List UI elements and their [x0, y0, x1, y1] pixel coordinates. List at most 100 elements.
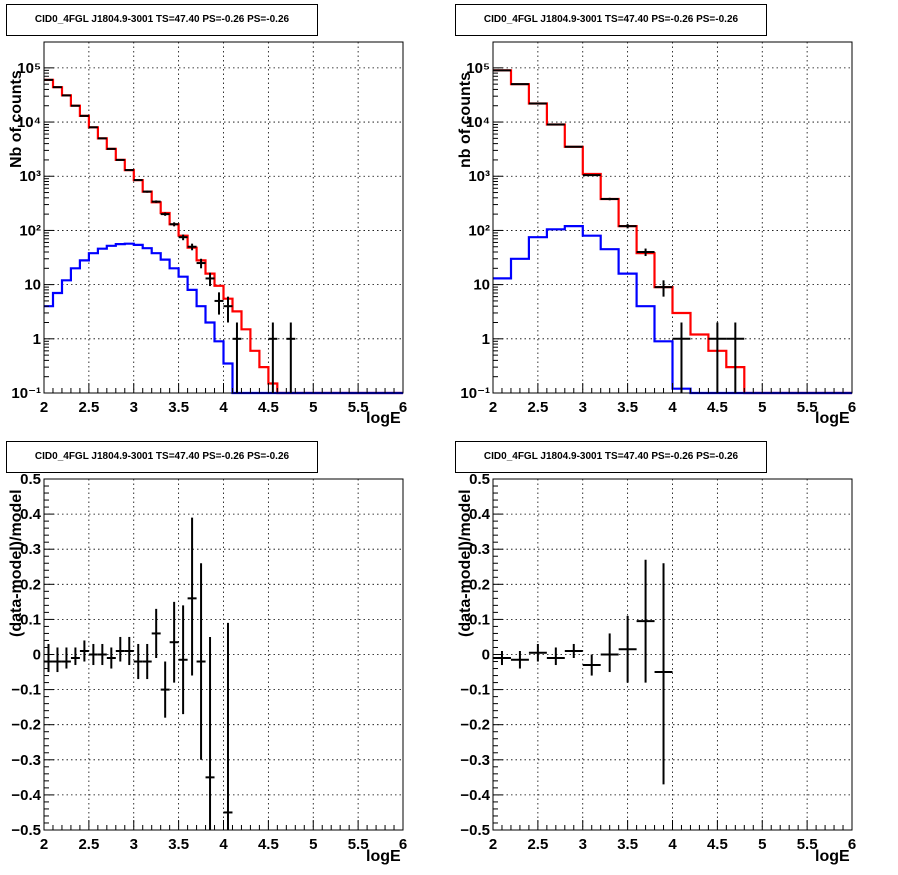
data-point	[79, 640, 89, 662]
spectrum-panel-top-right: CID0_4FGL J1804.9-3001 TS=47.40 PS=-0.26…	[449, 0, 898, 437]
x-tick-label: 6	[399, 836, 407, 853]
x-axis-label: logE	[366, 848, 401, 865]
data-point	[160, 661, 170, 718]
spectrum-panel-top-left: CID0_4FGL J1804.9-3001 TS=47.40 PS=-0.26…	[0, 0, 449, 437]
x-tick-label: 5.5	[348, 836, 369, 853]
plot-area: 2 2.5 3 3.5 4 4.5 5 5.5 6 −0.5 −0.4 −0.3 −0.2 −0.1 0 0.…	[11, 471, 407, 853]
x-tick-label: 2.5	[527, 836, 548, 853]
data-point	[600, 197, 619, 201]
data-point	[178, 605, 188, 715]
panel-title: CID0_4FGL J1804.9-3001 TS=47.40 PS=-0.26…	[6, 441, 318, 473]
data-point	[160, 212, 170, 216]
y-tick-label: −0.4	[11, 787, 41, 804]
y-tick-label: 10⁵	[466, 60, 490, 77]
x-tick-label: 5	[309, 836, 317, 853]
y-tick-label: 1	[33, 331, 41, 348]
panel-title: CID0_4FGL J1804.9-3001 TS=47.40 PS=-0.26…	[6, 4, 318, 36]
data-point	[564, 145, 583, 148]
data-point	[582, 654, 601, 676]
data-point	[726, 322, 745, 393]
residual-panel-bottom-right: CID0_4FGL J1804.9-3001 TS=47.40 PS=-0.26…	[449, 437, 898, 875]
y-tick-label: −0.1	[11, 682, 41, 699]
y-tick-label: 0.4	[469, 506, 491, 523]
y-tick-label: 0.5	[469, 471, 490, 488]
x-tick-label: 4.5	[707, 399, 728, 416]
data-point	[142, 643, 152, 680]
data-point	[196, 563, 206, 760]
y-tick-label: 10⁴	[466, 114, 490, 131]
y-tick-label: −0.3	[460, 752, 490, 769]
data-point	[268, 322, 278, 393]
y-axis-label: (data-model)/model	[8, 489, 25, 637]
x-tick-label: 5.5	[348, 399, 369, 416]
data-point	[600, 633, 619, 673]
y-tick-label: 10⁻¹	[11, 385, 41, 402]
data-point	[618, 224, 637, 229]
data-point	[223, 622, 233, 830]
y-tick-label: 0.2	[20, 576, 41, 593]
data-point	[564, 643, 583, 659]
data-point	[672, 322, 691, 393]
y-tick-label: −0.1	[460, 682, 490, 699]
y-tick-label: 0.4	[20, 506, 42, 523]
data-point	[205, 272, 215, 287]
x-tick-label: 3	[579, 399, 587, 416]
y-tick-label: −0.2	[460, 717, 490, 734]
data-point	[232, 322, 242, 393]
data-point	[493, 650, 511, 666]
data-point	[88, 643, 98, 666]
x-tick-label: 2.5	[527, 399, 548, 416]
data-point	[70, 647, 80, 666]
y-tick-label: 10	[473, 277, 490, 294]
data-point	[196, 258, 206, 269]
data-point	[124, 636, 134, 666]
x-tick-label: 4.5	[258, 836, 279, 853]
y-tick-label: −0.3	[11, 752, 41, 769]
x-tick-label: 4.5	[707, 836, 728, 853]
data-point	[151, 608, 161, 659]
y-axis-label: (data-model)/model	[457, 489, 474, 637]
x-axis-label: logE	[366, 410, 401, 427]
residual-panel-bottom-left: CID0_4FGL J1804.9-3001 TS=47.40 PS=-0.26…	[0, 437, 449, 875]
x-tick-label: 5	[758, 399, 766, 416]
x-axis-label: logE	[815, 848, 850, 865]
y-tick-label: 0.3	[20, 541, 41, 558]
y-tick-label: 0.5	[20, 471, 41, 488]
data-point	[187, 517, 197, 676]
data-point	[88, 126, 98, 129]
y-tick-label: 1	[482, 331, 490, 348]
data-point	[106, 647, 116, 669]
data-point	[636, 248, 655, 257]
data-point	[97, 137, 107, 140]
y-tick-label: −0.4	[460, 787, 490, 804]
y-tick-label: 10²	[468, 222, 490, 239]
data-point	[142, 190, 152, 193]
data-point	[528, 643, 547, 662]
data-point	[61, 647, 71, 669]
data-point	[636, 559, 655, 683]
data-point	[133, 179, 143, 182]
x-tick-label: 2	[40, 836, 48, 853]
plot-area: 2 2.5 3 3.5 4 4.5 5 5.5 6 −0.5 −0.4 −0.3 −0.2 −0.1 0 0.…	[460, 471, 856, 853]
y-tick-label: 0	[33, 647, 41, 664]
data-point	[654, 563, 673, 785]
y-axis-label: Nb of counts	[8, 70, 25, 168]
x-tick-label: 3	[130, 399, 138, 416]
x-tick-label: 3.5	[168, 836, 189, 853]
data-point	[151, 200, 161, 203]
data-point	[115, 158, 125, 161]
x-tick-label: 4	[219, 836, 228, 853]
y-tick-label: −0.5	[460, 822, 490, 839]
x-tick-label: 4	[219, 399, 228, 416]
data-point	[205, 636, 215, 830]
y-axis-label: nb of counts	[457, 72, 474, 168]
data-point	[169, 601, 179, 683]
data-point	[169, 222, 179, 227]
grid	[44, 42, 403, 393]
y-tick-label: 0.2	[469, 576, 490, 593]
data-point	[115, 636, 125, 662]
data-point	[133, 643, 143, 680]
data-point	[106, 147, 116, 150]
plot-area: 2 2.5 3 3.5 4 4.5 5 5.5 6 10⁻¹ 1 10 10² 10³ 10⁴ 10⁵	[11, 41, 407, 416]
data-point	[528, 102, 547, 105]
